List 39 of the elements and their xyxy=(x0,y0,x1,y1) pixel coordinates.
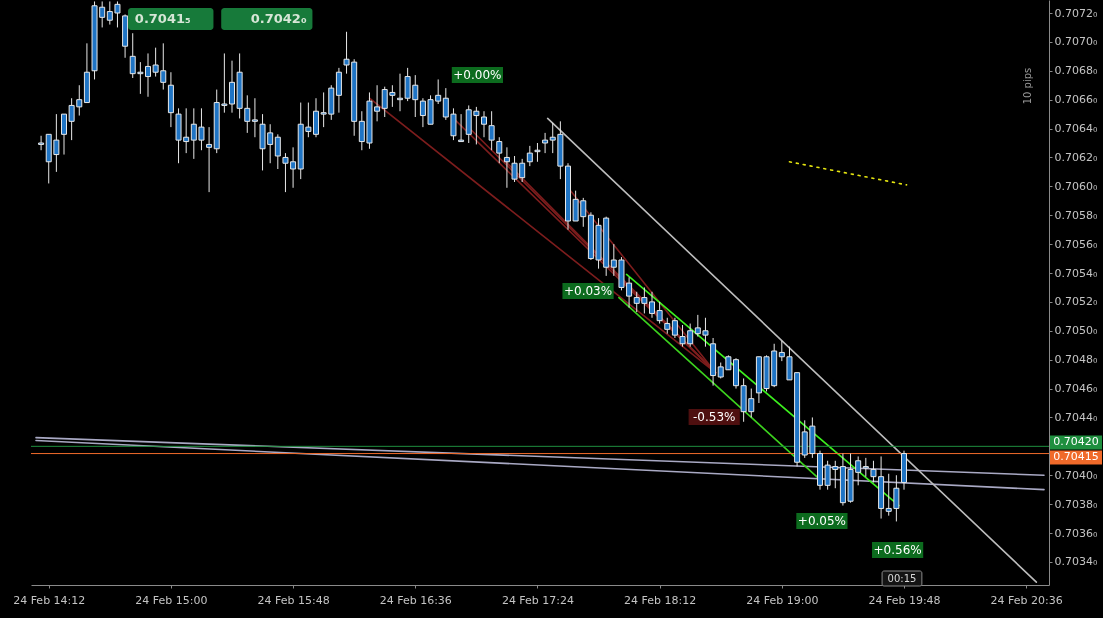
x-tick-label: 24 Feb 19:00 xyxy=(746,593,819,607)
x-tick-label: 24 Feb 18:12 xyxy=(624,593,697,607)
y-tick-label: 0.7050₀ xyxy=(1054,324,1098,338)
y-tick-label: 0.7070₀ xyxy=(1054,35,1098,49)
ref-line-label: 0.70415 xyxy=(1053,450,1099,464)
y-tick-label: 0.7068₀ xyxy=(1054,64,1098,78)
annotation: +0.56% xyxy=(873,543,922,557)
x-tick-label: 24 Feb 15:48 xyxy=(257,593,330,607)
y-tick-label: 0.7046₀ xyxy=(1054,382,1098,396)
y-tick-label: 0.7060₀ xyxy=(1054,179,1098,193)
y-tick-label: 0.7034₀ xyxy=(1054,555,1098,569)
y-tick-label: 0.7072₀ xyxy=(1054,6,1098,20)
y-tick-label: 0.7048₀ xyxy=(1054,353,1098,367)
annotation: 0.7041₅ xyxy=(134,11,191,26)
y-tick-label: 0.7052₀ xyxy=(1054,295,1098,309)
annotation: -0.53% xyxy=(692,410,736,424)
y-tick-label: 0.7038₀ xyxy=(1054,497,1098,511)
annotation: 00:15 xyxy=(887,572,917,584)
x-tick-label: 24 Feb 19:48 xyxy=(868,593,941,607)
y-tick-label: 0.7066₀ xyxy=(1054,93,1098,107)
annotation: +0.00% xyxy=(453,68,502,82)
y-tick-label: 0.7064₀ xyxy=(1054,122,1098,136)
annotation: 10 pips xyxy=(1021,67,1033,105)
ref-line-label: 0.70420 xyxy=(1053,435,1099,449)
annotation: +0.05% xyxy=(797,514,847,528)
y-tick-label: 0.7040₀ xyxy=(1054,468,1098,482)
annotation: 0.7042₀ xyxy=(250,11,307,26)
x-tick-label: 24 Feb 14:12 xyxy=(13,593,86,607)
x-tick-label: 24 Feb 15:00 xyxy=(135,593,208,607)
x-tick-label: 24 Feb 16:36 xyxy=(379,593,452,607)
y-tick-label: 0.7044₀ xyxy=(1054,410,1098,424)
y-tick-label: 0.7062₀ xyxy=(1054,150,1098,164)
x-tick-label: 24 Feb 17:24 xyxy=(501,593,575,607)
y-tick-label: 0.7058₀ xyxy=(1054,208,1098,222)
y-tick-label: 0.7054₀ xyxy=(1054,266,1098,280)
y-tick-label: 0.7056₀ xyxy=(1054,237,1098,251)
y-tick-label: 0.7036₀ xyxy=(1054,526,1098,540)
x-tick-label: 24 Feb 20:36 xyxy=(990,593,1063,607)
annotation: +0.03% xyxy=(563,284,613,298)
